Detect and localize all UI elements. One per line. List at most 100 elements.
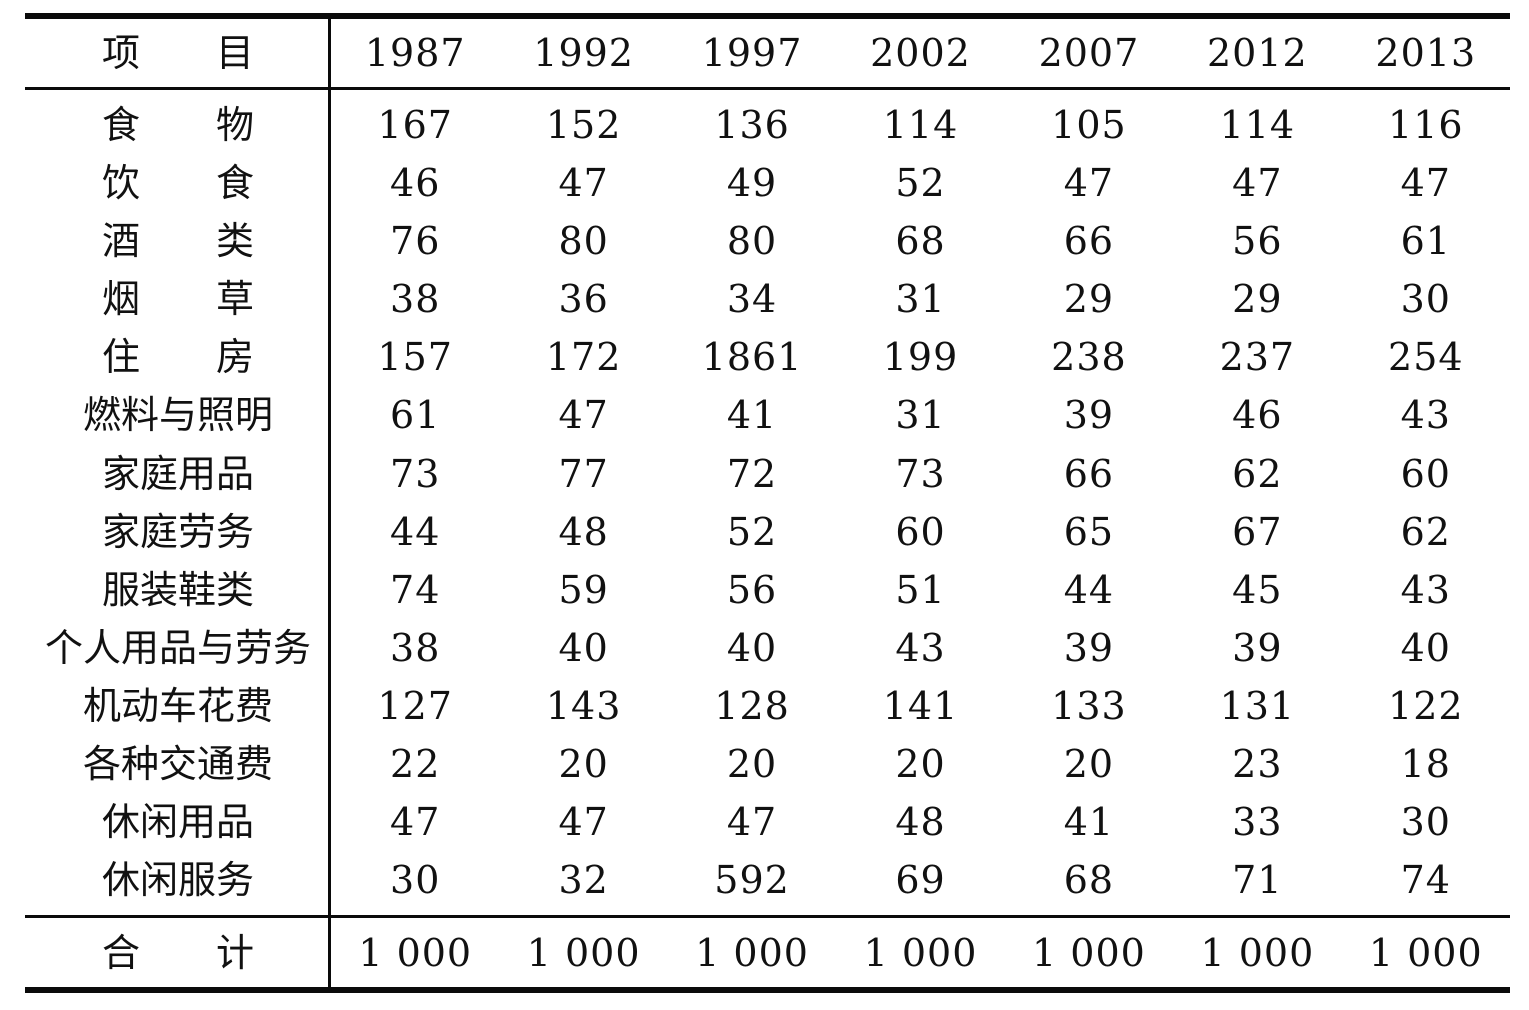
column-header-2007: 2007 bbox=[1038, 31, 1140, 75]
table-cell: 47 bbox=[558, 161, 609, 206]
table-cell: 56 bbox=[1232, 219, 1283, 264]
table-cell: 48 bbox=[895, 799, 946, 844]
table-cell: 254 bbox=[1388, 335, 1464, 380]
table-cell: 47 bbox=[558, 393, 609, 438]
table-cell: 29 bbox=[1063, 277, 1115, 322]
table-cell: 47 bbox=[390, 799, 441, 844]
table-cell: 41 bbox=[1063, 799, 1115, 844]
table-cell: 39 bbox=[1063, 393, 1115, 438]
table-cell: 44 bbox=[1063, 567, 1115, 612]
table-cell: 237 bbox=[1219, 335, 1296, 380]
table-cell: 45 bbox=[1232, 567, 1283, 612]
table-cell: 73 bbox=[895, 451, 946, 496]
table-cell: 114 bbox=[1219, 103, 1296, 148]
table-cell: 43 bbox=[1400, 567, 1451, 612]
table-cell: 40 bbox=[558, 625, 609, 670]
table-cell: 52 bbox=[895, 161, 946, 206]
total-row: 合 计 1 000 1 000 1 000 1 000 1 000 1 000 … bbox=[25, 915, 1510, 987]
table-cell: 36 bbox=[558, 277, 609, 322]
row-label: 家庭劳务 bbox=[101, 509, 254, 554]
table-cell: 23 bbox=[1232, 741, 1283, 786]
table-cell: 33 bbox=[1232, 799, 1283, 844]
table-cell: 71 bbox=[1232, 858, 1283, 903]
total-cell: 1 000 bbox=[358, 930, 473, 975]
table-cell: 20 bbox=[558, 741, 609, 786]
column-header-1992: 1992 bbox=[533, 31, 634, 75]
table-row-drink: 饮 食 46 47 49 52 47 47 47 bbox=[25, 154, 1510, 212]
table-cell: 61 bbox=[390, 393, 441, 438]
table-cell: 47 bbox=[558, 799, 609, 844]
table-cell: 76 bbox=[390, 219, 441, 264]
header-row: 项 目 1987 1992 1997 2002 2007 2012 2013 bbox=[25, 19, 1510, 90]
table-cell: 122 bbox=[1388, 683, 1464, 728]
table-cell: 46 bbox=[390, 161, 441, 206]
table-cell: 47 bbox=[1400, 161, 1451, 206]
row-label: 燃料与照明 bbox=[82, 393, 273, 438]
table-cell: 40 bbox=[726, 625, 778, 670]
table-cell: 592 bbox=[714, 858, 790, 903]
table-cell: 49 bbox=[726, 161, 778, 206]
table-cell: 41 bbox=[726, 393, 778, 438]
column-header-1997: 1997 bbox=[701, 31, 803, 75]
table-cell: 59 bbox=[558, 567, 609, 612]
total-cell: 1 000 bbox=[1032, 930, 1146, 975]
table-cell: 38 bbox=[390, 277, 441, 322]
table-cell: 127 bbox=[377, 683, 453, 728]
column-header-2012: 2012 bbox=[1206, 31, 1308, 75]
table-cell: 77 bbox=[558, 451, 609, 496]
column-header-2013: 2013 bbox=[1375, 31, 1477, 75]
table-cell: 61 bbox=[1400, 219, 1451, 264]
table-cell: 47 bbox=[1232, 161, 1283, 206]
table-cell: 39 bbox=[1232, 625, 1283, 670]
table-cell: 80 bbox=[726, 219, 778, 264]
table-cell: 44 bbox=[390, 509, 441, 554]
row-label: 家庭用品 bbox=[101, 451, 254, 496]
table-cell: 66 bbox=[1063, 451, 1115, 496]
table-body: 食 物 167 152 136 114 105 114 116 饮 食 46 4… bbox=[25, 90, 1510, 915]
row-label: 个人用品与劳务 bbox=[44, 625, 311, 670]
table-row-personal-goods-services: 个人用品与劳务 38 40 40 43 39 39 40 bbox=[25, 619, 1510, 677]
table-cell: 67 bbox=[1232, 509, 1283, 554]
table-cell: 143 bbox=[545, 683, 622, 728]
table-row-fuel-lighting: 燃料与照明 61 47 41 31 39 46 43 bbox=[25, 386, 1510, 444]
table-cell: 116 bbox=[1388, 103, 1464, 148]
table-cell: 56 bbox=[726, 567, 778, 612]
table-row-household-services: 家庭劳务 44 48 52 60 65 67 62 bbox=[25, 503, 1510, 561]
table-cell: 51 bbox=[895, 567, 946, 612]
total-cell: 1 000 bbox=[695, 930, 809, 975]
table-cell: 60 bbox=[895, 509, 946, 554]
table-cell: 30 bbox=[1400, 277, 1451, 322]
table-cell: 136 bbox=[714, 103, 790, 148]
table-cell: 65 bbox=[1063, 509, 1115, 554]
table-row-tobacco: 烟 草 38 36 34 31 29 29 30 bbox=[25, 270, 1510, 328]
table-cell: 68 bbox=[895, 219, 946, 264]
table-cell: 80 bbox=[558, 219, 609, 264]
table-row-motor-vehicle: 机动车花费 127 143 128 141 133 131 122 bbox=[25, 677, 1510, 735]
table-cell: 18 bbox=[1400, 741, 1451, 786]
total-cell: 1 000 bbox=[1368, 930, 1483, 975]
table-cell: 68 bbox=[1063, 858, 1115, 903]
table-cell: 40 bbox=[1400, 625, 1451, 670]
table-cell: 133 bbox=[1051, 683, 1127, 728]
table-cell: 105 bbox=[1051, 103, 1127, 148]
table-cell: 167 bbox=[377, 103, 453, 148]
table-cell: 62 bbox=[1232, 451, 1283, 496]
table-cell: 131 bbox=[1219, 683, 1296, 728]
column-header-1987: 1987 bbox=[364, 31, 466, 75]
table-cell: 1861 bbox=[701, 335, 803, 380]
table-cell: 43 bbox=[895, 625, 946, 670]
table-cell: 141 bbox=[882, 683, 959, 728]
row-label: 休闲用品 bbox=[101, 799, 254, 844]
table-row-leisure-goods: 休闲用品 47 47 47 48 41 33 30 bbox=[25, 793, 1510, 851]
table-cell: 29 bbox=[1232, 277, 1283, 322]
table-cell: 72 bbox=[726, 451, 778, 496]
table-cell: 157 bbox=[377, 335, 453, 380]
table-cell: 47 bbox=[1063, 161, 1115, 206]
total-cell: 1 000 bbox=[863, 930, 978, 975]
table-row-clothing-shoes: 服装鞋类 74 59 56 51 44 45 43 bbox=[25, 561, 1510, 619]
total-cell: 1 000 bbox=[526, 930, 641, 975]
row-label: 各种交通费 bbox=[82, 741, 273, 786]
column-divider-line bbox=[328, 19, 331, 987]
table-cell: 152 bbox=[545, 103, 622, 148]
table-cell: 30 bbox=[1400, 799, 1451, 844]
